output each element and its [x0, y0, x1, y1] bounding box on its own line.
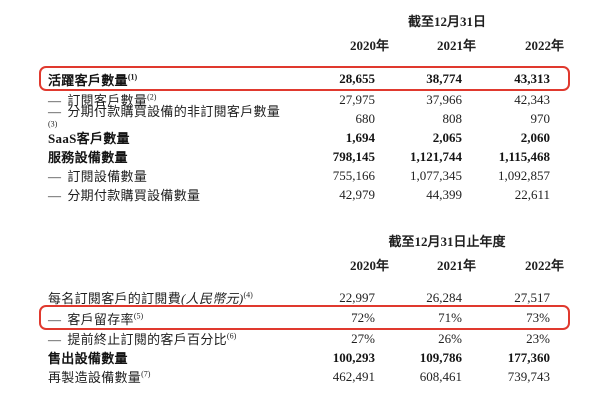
dash-prefix: —: [48, 311, 62, 327]
value-cell: 808: [442, 110, 463, 126]
customer-metrics-table: 截至12月31日 2020年 2021年 2022年 活躍客戶數量(1) 28,655…: [39, 12, 570, 204]
table-body: 活躍客戶數量(1) 28,655 38,774 43,313 — 訂閱客戶數量(2) 27,…: [39, 66, 570, 204]
footnote-marker: (1): [127, 72, 138, 82]
period-header: 截至12月31日止年度: [388, 234, 506, 249]
value-cell: 1,694: [345, 129, 375, 145]
year-header: 2022年: [524, 257, 564, 273]
table-row: 售出設備數量 100,293 109,786 177,360: [48, 348, 564, 367]
table-body: 每名訂閱客戶的訂閱費(人民幣元)(4) 22,997 26,284 27,517— 客戶…: [39, 288, 570, 386]
row-label: SaaS客戶數量: [48, 131, 130, 146]
value-cell: 462,491: [332, 368, 375, 384]
footnote-marker: (5): [133, 311, 144, 321]
value-cell: 22,611: [514, 186, 550, 202]
value-cell: 970: [530, 110, 551, 126]
dash-prefix: —: [48, 93, 62, 108]
value-cell: 28,655: [339, 71, 375, 86]
value-cell: 43,313: [514, 71, 550, 86]
row-label: 服務設備數量: [48, 150, 128, 165]
year-headers-row: 2020年 2021年 2022年: [48, 36, 564, 53]
period-header: 截至12月31日: [407, 14, 486, 29]
year-header: 2021年: [436, 37, 476, 53]
row-label: — 分期付款購買設備數量: [48, 188, 201, 203]
value-cell: 72%: [351, 310, 375, 325]
value-cell: 2,065: [432, 129, 462, 145]
dash-prefix: —: [48, 104, 62, 119]
value-cell: 38,774: [426, 71, 462, 86]
footnote-marker: (6): [226, 331, 237, 341]
dash-prefix: —: [48, 169, 62, 184]
footnote-marker: (3): [48, 119, 58, 129]
year-header: 2020年: [349, 37, 389, 53]
value-cell: 26,284: [426, 289, 462, 305]
value-cell: 42,979: [339, 186, 375, 202]
value-cell: 22,997: [339, 289, 375, 305]
value-cell: 71%: [438, 310, 462, 325]
table-row-highlighted: 活躍客戶數量(1) 28,655 38,774 43,313: [39, 66, 570, 91]
footnote-marker: (2): [147, 92, 157, 102]
value-cell: 1,115,468: [498, 148, 550, 164]
value-cell: 27,975: [339, 91, 375, 107]
period-header-row: 截至12月31日止年度: [48, 232, 564, 249]
value-cell: 1,092,857: [498, 167, 550, 183]
value-cell: 27,517: [514, 289, 550, 305]
table-row: 再製造設備數量(7) 462,491 608,461 739,743: [48, 367, 564, 386]
value-cell: 608,461: [419, 368, 462, 384]
table-row: — 分期付款購買設備數量 42,979 44,399 22,611: [48, 185, 564, 204]
dash-prefix: —: [48, 188, 62, 203]
value-cell: 798,145: [332, 148, 375, 164]
value-cell: 1,077,345: [410, 167, 462, 183]
value-cell: 26%: [438, 330, 462, 346]
year-header: 2021年: [436, 257, 476, 273]
value-cell: 73%: [526, 310, 550, 325]
value-cell: 680: [355, 110, 376, 126]
table-row: — 提前終止訂閱的客戶百分比(6) 27% 26% 23%: [48, 329, 564, 348]
row-label: 售出設備數量: [48, 351, 128, 366]
footnote-marker: (7): [141, 369, 151, 379]
table-row: — 分期付款購買設備的非訂閱客戶數量(3) 680 808 970: [48, 104, 564, 128]
table-row: 服務設備數量 798,145 1,121,744 1,115,468: [48, 147, 564, 166]
value-cell: 23%: [526, 330, 550, 346]
year-header: 2022年: [524, 37, 564, 53]
row-label: 再製造設備數量(7): [48, 369, 151, 385]
period-header-row: 截至12月31日: [48, 12, 564, 29]
row-label: 活躍客戶數量(1): [48, 72, 138, 88]
value-cell: 2,060: [520, 129, 550, 145]
row-label: — 提前終止訂閱的客戶百分比(6): [48, 331, 237, 347]
dash-prefix: —: [48, 332, 62, 347]
value-cell: 27%: [351, 330, 375, 346]
value-cell: 100,293: [332, 349, 375, 365]
value-cell: 37,966: [426, 91, 462, 107]
row-label: 每名訂閱客戶的訂閱費(人民幣元)(4): [48, 290, 253, 306]
table-row: — 訂閱客戶數量(2) 27,975 37,966 42,343: [48, 90, 564, 109]
row-label: — 客戶留存率(5): [48, 311, 144, 327]
value-cell: 44,399: [426, 186, 462, 202]
row-label-note: (人民幣元): [181, 291, 244, 306]
row-label: — 訂閱客戶數量(2): [48, 92, 157, 108]
year-header: 2020年: [349, 257, 389, 273]
table-row: SaaS客戶數量 1,694 2,065 2,060: [48, 128, 564, 147]
table-row-highlighted: — 客戶留存率(5) 72% 71% 73%: [39, 305, 570, 330]
value-cell: 177,360: [507, 349, 550, 365]
subscription-metrics-table: 截至12月31日止年度 2020年 2021年 2022年 每名訂閱客戶的訂閱費(人…: [39, 232, 570, 386]
table-row: 每名訂閱客戶的訂閱費(人民幣元)(4) 22,997 26,284 27,517: [48, 288, 564, 307]
value-cell: 42,343: [514, 91, 550, 107]
value-cell: 739,743: [507, 368, 550, 384]
footnote-marker: (4): [243, 290, 253, 300]
value-cell: 1,121,744: [410, 148, 462, 164]
table-row: — 訂閱設備數量 755,166 1,077,345 1,092,857: [48, 166, 564, 185]
value-cell: 755,166: [332, 167, 375, 183]
row-label: — 分期付款購買設備的非訂閱客戶數量(3): [48, 104, 281, 129]
row-label: — 訂閱設備數量: [48, 169, 148, 184]
year-headers-row: 2020年 2021年 2022年: [48, 256, 564, 273]
value-cell: 109,786: [419, 349, 462, 365]
